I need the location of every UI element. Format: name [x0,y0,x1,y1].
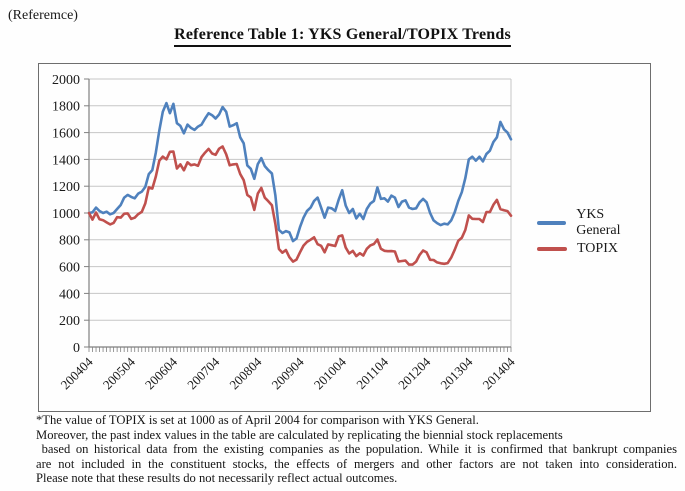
y-tick-label: 400 [59,287,80,302]
y-tick-label: 1000 [52,207,80,222]
y-tick-label: 1800 [52,100,80,115]
footnote: *The value of TOPIX is set at 1000 as of… [36,413,677,486]
x-tick-label: 201104 [353,354,391,392]
reference-label: (Referemce) [8,8,78,23]
x-tick-label-group: 200404 [58,354,97,393]
x-tick-label-group: 200704 [184,354,223,393]
footnote-line-2: Moreover, the past index values in the t… [36,427,563,442]
y-tick-label: 1200 [52,180,80,195]
legend-item-yks-general: YKS General [537,207,650,238]
title-wrap: Reference Table 1: YKS General/TOPIX Tre… [0,26,685,47]
x-tick-label: 201304 [437,354,476,393]
y-tick-label: 800 [59,234,80,249]
x-tick-label-group: 200904 [269,354,308,393]
x-tick-label: 200604 [142,354,181,393]
x-tick-label-group: 201404 [480,354,519,393]
x-tick-label: 201404 [480,354,519,393]
footnote-line-3: based on historical data from the existi… [36,442,677,457]
x-tick-label: 201204 [395,354,434,393]
y-tick-label: 2000 [52,73,80,88]
x-tick-label-group: 200604 [142,354,181,393]
x-tick-label: 200704 [184,354,223,393]
chart-canvas: 0 200 400 600 800 1000 1200 1400 1600 1800 2000 200… [52,73,519,393]
x-tick-label-group: 201004 [311,354,350,393]
y-tick-label: 1400 [52,153,80,168]
x-tick-label-group: 201204 [395,354,434,393]
x-tick-label: 200904 [269,354,308,393]
x-tick-label: 201004 [311,354,350,393]
y-tick-label: 1600 [52,127,80,142]
x-tick-label: 200804 [226,354,265,393]
series-line-yks-general [87,101,513,243]
page-title: Reference Table 1: YKS General/TOPIX Tre… [174,26,511,47]
y-tick-label: 200 [59,314,80,329]
x-tick-label-group: 200504 [100,354,139,393]
yks-general-line-swatch [537,221,567,225]
x-tick-label-group: 200804 [226,354,265,393]
series-line-topix [87,145,513,266]
legend-label-topix: TOPIX [577,241,618,256]
topix-line-swatch [537,247,567,251]
chart-frame: 0 200 400 600 800 1000 1200 1400 1600 1800 2000 200… [38,63,651,412]
y-tick-label: 600 [59,261,80,276]
footnote-line-5: Please note that these results do not ne… [36,471,398,486]
x-tick-label: 200504 [100,354,139,393]
x-tick-label-group: 201304 [437,354,476,393]
footnote-line-1: *The value of TOPIX is set at 1000 as of… [36,413,479,427]
legend-item-topix: TOPIX [537,240,618,258]
footnote-line-4: are not included in the constituent stoc… [36,456,677,471]
x-tick-label-group: 201104 [353,354,391,392]
x-tick-label: 200404 [58,354,97,393]
legend-label-yks-general: YKS General [576,207,621,238]
y-tick-label: 0 [73,341,80,356]
